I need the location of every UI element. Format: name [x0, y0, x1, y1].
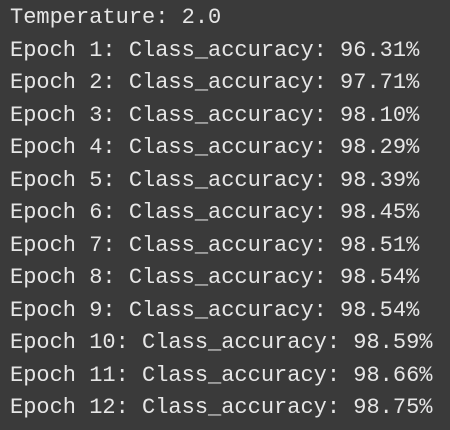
console-line: Epoch 12: Class_accuracy: 98.75%	[10, 395, 433, 420]
console-line: Epoch 9: Class_accuracy: 98.54%	[10, 297, 420, 323]
console-line: Epoch 11: Class_accuracy: 98.66%	[10, 362, 433, 388]
console-line: Epoch 8: Class_accuracy: 98.54%	[10, 265, 420, 290]
console-line: Epoch 3: Class_accuracy: 98.10%	[10, 102, 420, 128]
console-line: Epoch 2: Class_accuracy: 97.71%	[10, 70, 420, 95]
console-line: Epoch 4: Class_accuracy: 98.29%	[10, 135, 420, 160]
console-line: Epoch 10: Class_accuracy: 98.59%	[10, 330, 433, 355]
console-line: Epoch 7: Class_accuracy: 98.51%	[10, 232, 420, 258]
console-line: Epoch 5: Class_accuracy: 98.39%	[10, 167, 420, 193]
console-line: Epoch 6: Class_accuracy: 98.45%	[10, 200, 420, 225]
console-line: Epoch 1: Class_accuracy: 96.31%	[10, 37, 420, 63]
console-line: Temperature: 2.0	[10, 5, 222, 30]
